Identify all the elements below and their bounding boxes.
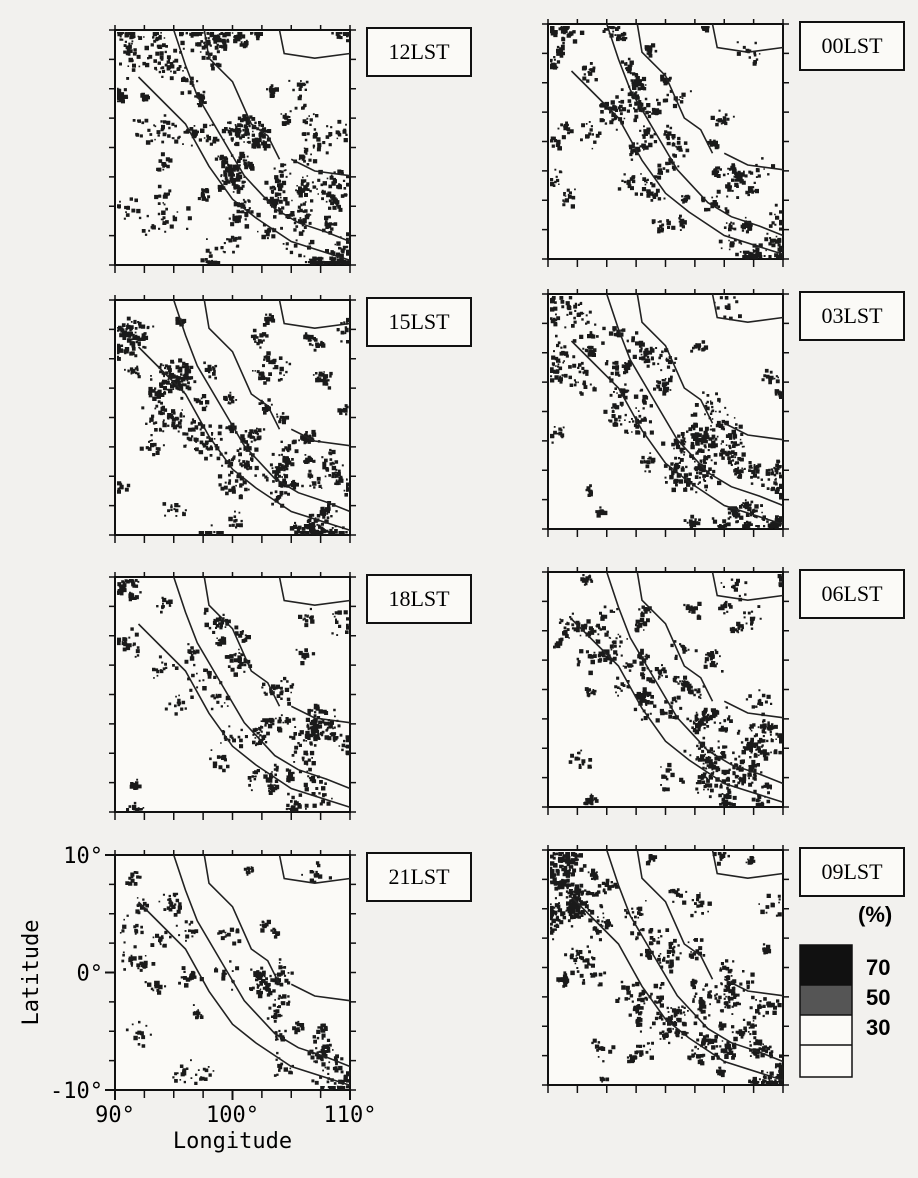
y-tick-label: 10° bbox=[63, 844, 103, 869]
map-frame bbox=[548, 572, 783, 807]
time-label: 12LST bbox=[388, 39, 450, 64]
map-panel: 06LST bbox=[542, 567, 904, 815]
map-panel: 03LST bbox=[542, 289, 904, 537]
time-label: 09LST bbox=[821, 859, 883, 884]
legend-level: 70 bbox=[866, 955, 890, 980]
legend-swatch bbox=[800, 985, 852, 1015]
page: {"panels": [{"label": "12LST"}, {"label"… bbox=[0, 0, 918, 1178]
map-panel: 18LST bbox=[109, 572, 471, 820]
y-tick-label: -10° bbox=[50, 1079, 103, 1104]
x-axis-label: Longitude bbox=[173, 1129, 292, 1154]
map-panel: 15LST bbox=[109, 295, 471, 543]
map-frame bbox=[548, 850, 783, 1085]
time-label: 03LST bbox=[821, 303, 883, 328]
time-label: 21LST bbox=[388, 864, 450, 889]
time-label: 18LST bbox=[388, 586, 450, 611]
figure: 12LST 15LST 18LST 21LST 00LST 03LST 06LST 09LST… bbox=[0, 0, 918, 1178]
y-axis-label: Latitude bbox=[19, 920, 44, 1026]
legend-unit: (%) bbox=[858, 902, 892, 927]
x-tick-label: 100° bbox=[206, 1103, 259, 1128]
x-tick-label: 110° bbox=[324, 1103, 377, 1128]
time-label: 00LST bbox=[821, 33, 883, 58]
legend-swatch bbox=[800, 1045, 852, 1077]
y-tick-label: 0° bbox=[77, 962, 104, 987]
x-tick-label: 90° bbox=[95, 1103, 135, 1128]
map-panel: 12LST bbox=[109, 25, 471, 273]
map-frame bbox=[548, 294, 783, 529]
time-label: 15LST bbox=[388, 309, 450, 334]
legend-level: 50 bbox=[866, 985, 890, 1010]
map-frame bbox=[115, 855, 350, 1090]
time-label: 06LST bbox=[821, 581, 883, 606]
map-frame bbox=[115, 30, 350, 265]
map-panel: 21LST bbox=[109, 850, 471, 1098]
legend-swatch bbox=[800, 1015, 852, 1045]
legend-swatch bbox=[800, 945, 852, 985]
legend-level: 30 bbox=[866, 1015, 890, 1040]
map-panel: 00LST bbox=[542, 19, 904, 267]
